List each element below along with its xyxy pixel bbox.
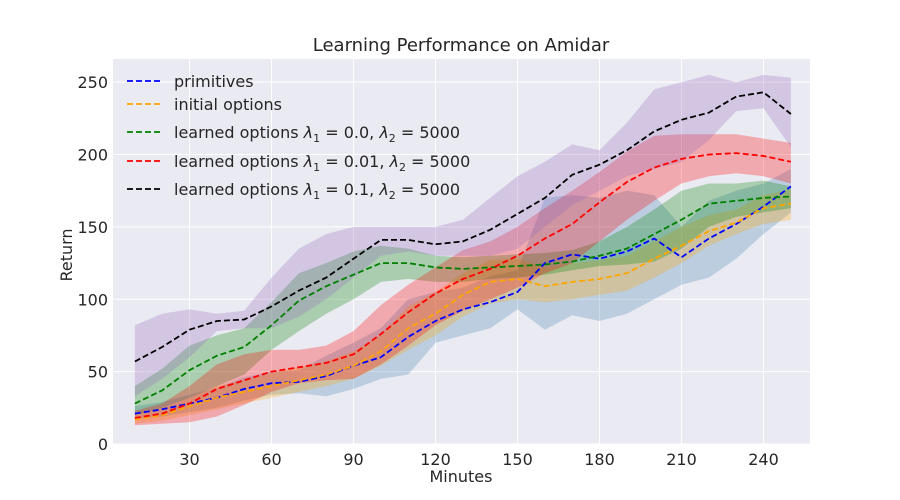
x-tick-label: 150 bbox=[502, 450, 533, 469]
x-axis-label: Minutes bbox=[430, 467, 493, 486]
x-tick-label: 30 bbox=[179, 450, 199, 469]
legend-item-0: primitives bbox=[127, 72, 254, 91]
x-axis-ticks: 30 60 90 120 150 180 210 240 bbox=[179, 450, 778, 469]
confidence-band-1 bbox=[134, 189, 791, 424]
legend-item-4: learned options λ1 = 0.1, λ2 = 5000 bbox=[127, 180, 460, 202]
series-line-3 bbox=[134, 152, 792, 419]
legend-item-2: learned options λ1 = 0.0, λ2 = 5000 bbox=[127, 123, 460, 145]
legend-label: primitives bbox=[174, 72, 254, 91]
series-lines bbox=[134, 91, 792, 421]
y-tick-label: 150 bbox=[77, 218, 108, 237]
series-line-4 bbox=[134, 91, 792, 363]
series-line-0 bbox=[134, 185, 792, 415]
series-line-2 bbox=[134, 195, 791, 405]
chart-title: Learning Performance on Amidar bbox=[313, 35, 610, 56]
y-tick-label: 200 bbox=[77, 146, 108, 165]
x-tick-label: 240 bbox=[748, 450, 779, 469]
legend-label: learned options λ1 = 0.01, λ2 = 5000 bbox=[174, 152, 470, 174]
y-tick-label: 250 bbox=[77, 73, 108, 92]
grid-lines bbox=[113, 59, 810, 445]
x-tick-label: 90 bbox=[343, 450, 363, 469]
y-axis-ticks: 0 50 100 150 200 250 bbox=[77, 73, 108, 454]
y-tick-label: 100 bbox=[77, 290, 108, 309]
y-tick-label: 0 bbox=[98, 435, 108, 454]
legend-item-1: initial options bbox=[127, 95, 282, 114]
legend: primitives initial options learned options… bbox=[127, 72, 470, 202]
legend-label: initial options bbox=[174, 95, 282, 114]
series-line-1 bbox=[134, 202, 792, 421]
plot-area bbox=[113, 59, 810, 444]
x-tick-label: 180 bbox=[584, 450, 615, 469]
x-tick-label: 120 bbox=[420, 450, 451, 469]
y-axis-label: Return bbox=[57, 228, 76, 281]
x-tick-label: 210 bbox=[666, 450, 697, 469]
confidence-band-2 bbox=[134, 180, 791, 416]
legend-label: learned options λ1 = 0.1, λ2 = 5000 bbox=[174, 180, 460, 202]
legend-label: learned options λ1 = 0.0, λ2 = 5000 bbox=[174, 123, 460, 145]
x-tick-label: 60 bbox=[261, 450, 281, 469]
y-tick-label: 50 bbox=[88, 363, 108, 382]
legend-item-3: learned options λ1 = 0.01, λ2 = 5000 bbox=[127, 152, 470, 174]
confidence-band-4 bbox=[134, 74, 791, 397]
